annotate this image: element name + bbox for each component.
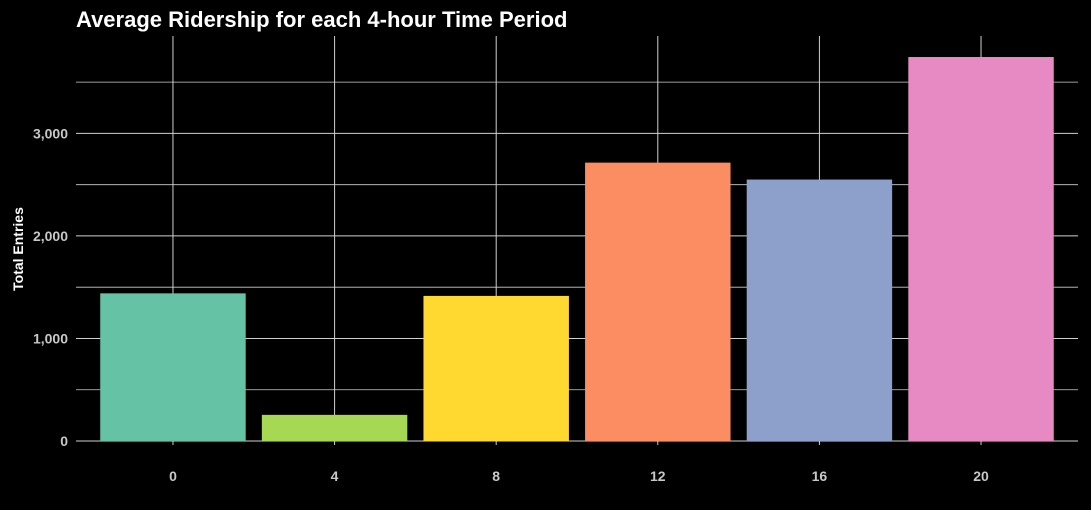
x-tick-label: 16	[812, 468, 828, 484]
x-axis-ticks: 0 4 8 12 16 20	[169, 468, 989, 484]
bar-20	[908, 57, 1054, 442]
bar-12	[585, 162, 731, 441]
y-axis-ticks: 0 1,000 2,000 3,000	[33, 125, 68, 449]
x-tick-label: 20	[973, 468, 989, 484]
x-tick-label: 4	[331, 468, 339, 484]
chart-title: Average Ridership for each 4-hour Time P…	[76, 7, 567, 32]
x-tick-label: 8	[492, 468, 500, 484]
y-tick-label: 2,000	[33, 228, 68, 244]
y-tick-label: 1,000	[33, 330, 68, 346]
y-tick-label: 0	[60, 433, 68, 449]
bar-4	[261, 414, 408, 441]
bar-0	[100, 293, 246, 441]
y-tick-label: 3,000	[33, 125, 68, 141]
x-tick-label: 0	[169, 468, 177, 484]
bar-8	[423, 295, 569, 441]
bars	[100, 57, 1054, 442]
x-tick-label: 12	[650, 468, 666, 484]
bar-16	[746, 179, 893, 441]
y-axis-label: Total Entries	[10, 207, 26, 291]
